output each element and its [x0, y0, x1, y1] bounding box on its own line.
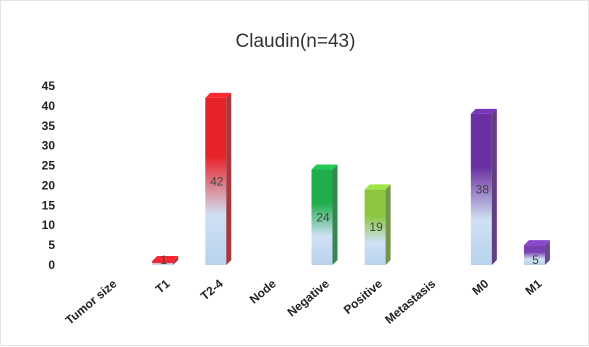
x-axis: Tumor size T1 T2-4 Node Negative PositiveMeta… — [63, 276, 545, 327]
y-tick-label: 30 — [42, 139, 56, 153]
y-tick-label: 40 — [42, 99, 56, 113]
bar-front — [152, 261, 174, 265]
y-axis: 0 5 10 15 20 25 30 35 40 45 — [42, 79, 56, 272]
bar-top — [364, 184, 391, 190]
bars: 1 42 24 19 38 5 — [152, 92, 550, 267]
y-tick-label: 0 — [48, 258, 55, 272]
bar-front — [205, 97, 227, 265]
x-category-label: Node — [247, 276, 279, 306]
bar-front — [470, 113, 492, 265]
bar-side — [226, 92, 232, 265]
x-category-label: Negative — [285, 276, 333, 319]
bar — [152, 256, 179, 265]
bar — [470, 108, 497, 265]
y-tick-label: 20 — [42, 178, 56, 192]
bar-side — [173, 256, 179, 265]
bar-front — [523, 245, 545, 265]
x-category-label: Positive — [341, 276, 386, 317]
y-tick-label: 35 — [42, 119, 56, 133]
bar-front — [364, 189, 386, 265]
bar-side — [491, 108, 497, 265]
data-label: 5 — [532, 253, 539, 267]
x-category-label: T1 — [153, 276, 173, 296]
bar — [311, 164, 338, 265]
y-tick-label: 15 — [42, 198, 56, 212]
y-tick-label: 5 — [48, 238, 55, 252]
bar-top — [311, 164, 338, 170]
bar — [205, 92, 232, 265]
bar-top — [205, 92, 232, 98]
x-category-label: Metastasis — [382, 276, 438, 326]
bar-front — [311, 169, 333, 265]
data-label: 1 — [160, 253, 167, 267]
bar — [364, 184, 391, 265]
bar-side — [332, 164, 338, 265]
data-label: 24 — [316, 210, 330, 224]
y-tick-label: 10 — [42, 218, 56, 232]
y-tick-label: 25 — [42, 159, 56, 173]
x-category-label: M1 — [523, 276, 545, 298]
bar-top — [470, 108, 497, 114]
x-category-label: T2-4 — [198, 276, 226, 303]
bar-top — [152, 256, 179, 262]
bar-side — [544, 240, 550, 265]
data-label: 19 — [369, 220, 383, 234]
data-label: 42 — [210, 174, 224, 188]
data-label: 38 — [476, 182, 490, 196]
x-category-label: M0 — [469, 276, 491, 298]
bar — [523, 240, 550, 265]
x-category-label: Tumor size — [63, 276, 120, 327]
chart-title: Claudin(n=43) — [235, 31, 356, 52]
bar-side — [385, 184, 391, 265]
bar-top — [523, 240, 550, 246]
y-tick-label: 45 — [42, 79, 56, 93]
